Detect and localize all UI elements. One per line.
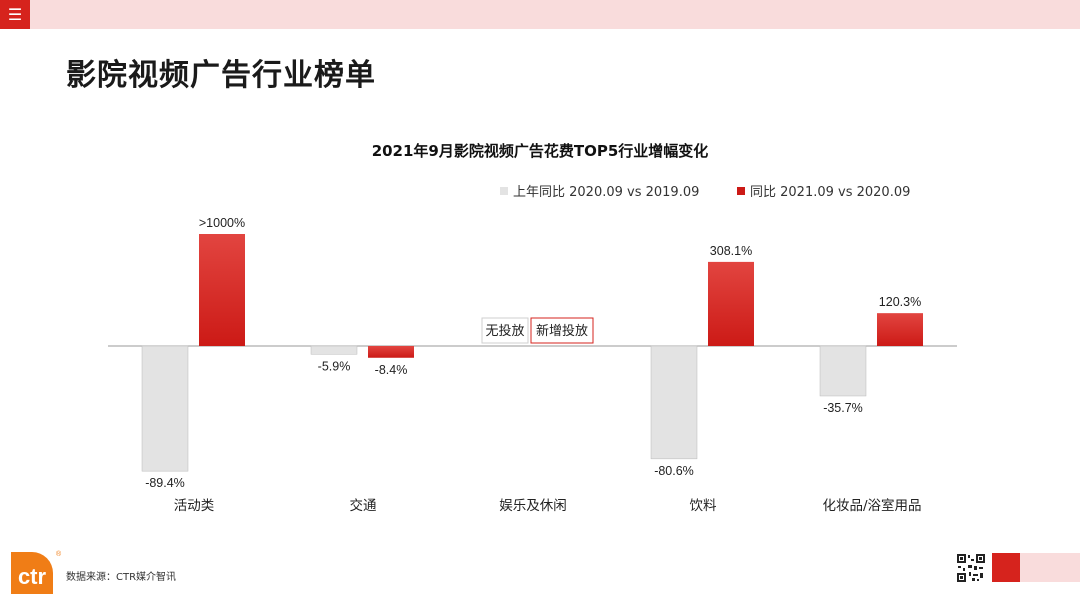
chart-title: 2021年9月影院视频广告花费TOP5行业增幅变化 (371, 142, 709, 160)
logo-registered-mark: ® (56, 551, 62, 558)
bar-prev-year (819, 345, 867, 397)
legend-swatch-curr (737, 186, 745, 195)
footer-accent-block (992, 553, 1020, 582)
legend-item-prev: 上年同比 2020.09 vs 2019.09 (500, 181, 699, 200)
data-label: -89.4% (145, 476, 185, 490)
legend-label-prev: 上年同比 2020.09 vs 2019.09 (513, 185, 700, 200)
data-label: -80.6% (654, 464, 694, 478)
bar-prev-year (141, 345, 189, 472)
data-label: 308.1% (710, 244, 752, 258)
qr-code-icon (956, 553, 986, 583)
data-label: -8.4% (375, 363, 408, 377)
category-label: 化妆品/浴室用品 (822, 497, 921, 514)
new-spend-label: 新增投放 (536, 323, 588, 339)
top-bar (0, 0, 1080, 29)
category-label: 娱乐及休闲 (499, 498, 567, 514)
new-spend-box (530, 317, 594, 344)
page-title: 影院视频广告行业榜单 (66, 58, 376, 93)
category-label: 交通 (350, 497, 377, 514)
data-label: >1000% (199, 216, 245, 230)
no-spend-label: 无投放 (485, 323, 524, 339)
data-label: -35.7% (823, 401, 863, 415)
bar-current-year (877, 313, 923, 346)
footer-pink-block (1020, 553, 1080, 582)
data-label: -5.9% (318, 359, 351, 373)
bar-prev-year (310, 345, 358, 355)
category-label: 活动类 (174, 498, 215, 514)
bar-current-year (199, 234, 245, 346)
legend-item-curr: 同比 2021.09 vs 2020.09 (737, 181, 910, 200)
data-source: 数据来源：CTR媒介智讯 (66, 572, 177, 583)
category-label: 饮料 (690, 498, 718, 514)
bar-prev-year (650, 345, 698, 460)
bar-current-year (708, 261, 754, 346)
data-label: 120.3% (879, 295, 921, 309)
legend-label-curr: 同比 2021.09 vs 2020.09 (750, 185, 911, 200)
legend-swatch-prev (500, 186, 508, 195)
menu-icon[interactable]: ☰ (0, 0, 30, 29)
no-spend-box (481, 317, 529, 344)
ctr-logo: ctr (11, 552, 53, 594)
bar-current-year (368, 346, 414, 358)
